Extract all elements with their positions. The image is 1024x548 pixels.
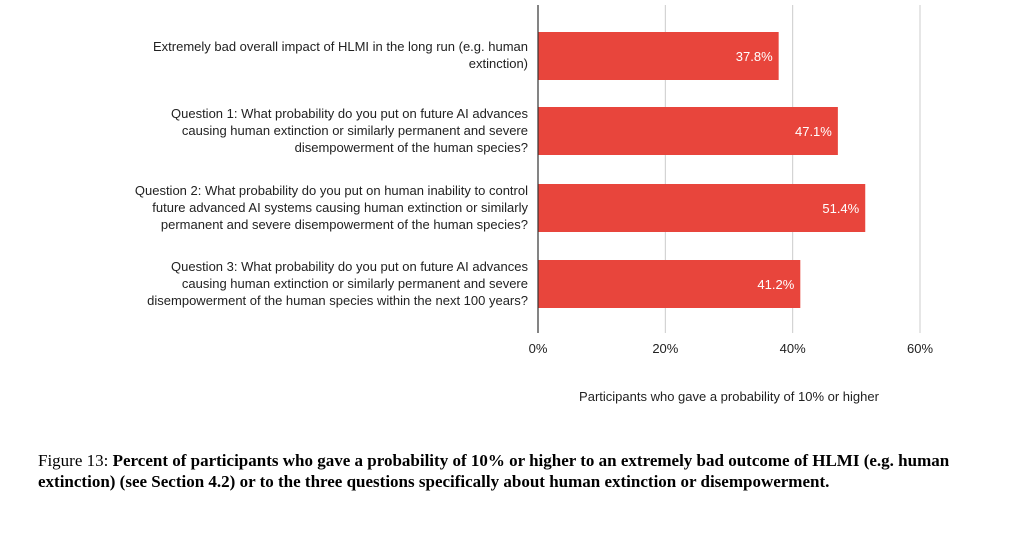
tick-label-3: 60% xyxy=(906,341,934,356)
bar-value-label-2: 51.4% xyxy=(822,201,859,216)
tick-label-2: 40% xyxy=(779,341,806,356)
figure-caption: Figure 13: Percent of participants who g… xyxy=(38,450,988,492)
bar-2 xyxy=(538,184,866,232)
category-label-0: Extremely bad overall impact of HLMI in … xyxy=(152,39,528,71)
bar-value-label-0: 37.8% xyxy=(736,49,773,64)
category-label-2: Question 2: What probability do you put … xyxy=(134,182,528,232)
bar-value-label-1: 47.1% xyxy=(795,124,832,139)
bar-value-label-3: 41.2% xyxy=(757,277,794,292)
tick-label-1: 20% xyxy=(652,341,679,356)
bar-chart: 37.8% 47.1% 51.4% 41.2% Extremely bad overa… xyxy=(134,5,934,404)
caption-prefix: Figure 13: xyxy=(38,451,113,470)
category-label-1: Question 1: What probability do you put … xyxy=(171,105,528,155)
bar-0 xyxy=(538,32,779,80)
bar-1 xyxy=(538,107,838,155)
tick-label-0: 0% xyxy=(528,341,548,356)
category-label-3: Question 3: What probability do you put … xyxy=(147,258,528,308)
caption-text: Percent of participants who gave a proba… xyxy=(38,451,950,491)
x-axis-label: Participants who gave a probability of 1… xyxy=(579,389,879,404)
bar-3 xyxy=(538,260,801,308)
chart-plot-area: 37.8% 47.1% 51.4% 41.2% xyxy=(537,5,921,333)
